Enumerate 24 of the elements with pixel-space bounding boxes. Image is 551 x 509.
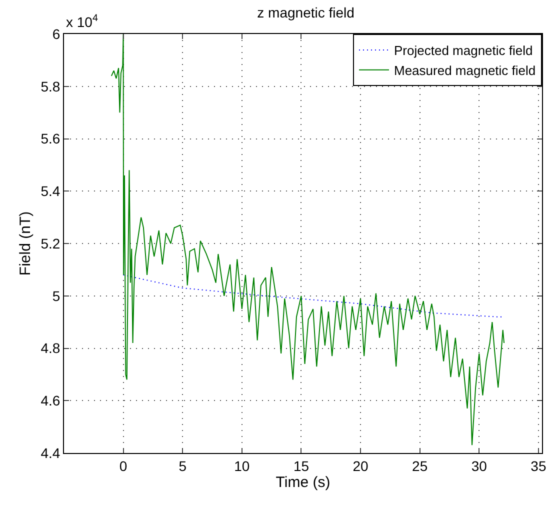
legend-label: Measured magnetic field [394,62,536,78]
y-tick-label: 6 [52,26,60,42]
x-tick-label: 30 [471,458,488,474]
y-tick-label: 4.4 [40,444,60,461]
x-tick-label: 0 [119,458,128,474]
x-tick-label: 25 [412,458,428,474]
legend-label: Projected magnetic field [394,43,533,58]
chart-title: z magnetic field [257,4,354,20]
y-tick-label: 5.4 [40,183,60,200]
y-tick-label: 5.8 [40,78,60,94]
x-tick-label: 20 [352,458,369,474]
y-tick-label: 5.2 [40,235,60,252]
y-tick-label: 4.8 [40,340,60,356]
line-series [122,274,504,318]
x-tick-label: 10 [234,458,250,474]
x-tick-label: 5 [178,458,187,474]
x-tick-label: 35 [530,458,546,474]
y-tick-label: 5 [52,288,60,304]
x-axis-title: Time (s) [276,474,330,491]
text: x 10$^{4}$ [66,13,98,30]
x-tick-label: 15 [293,458,310,474]
y-tick-label: 4.6 [40,392,60,409]
y-tick-label: 5.6 [40,130,60,147]
y-axis-title: Field (nT) [16,211,34,276]
